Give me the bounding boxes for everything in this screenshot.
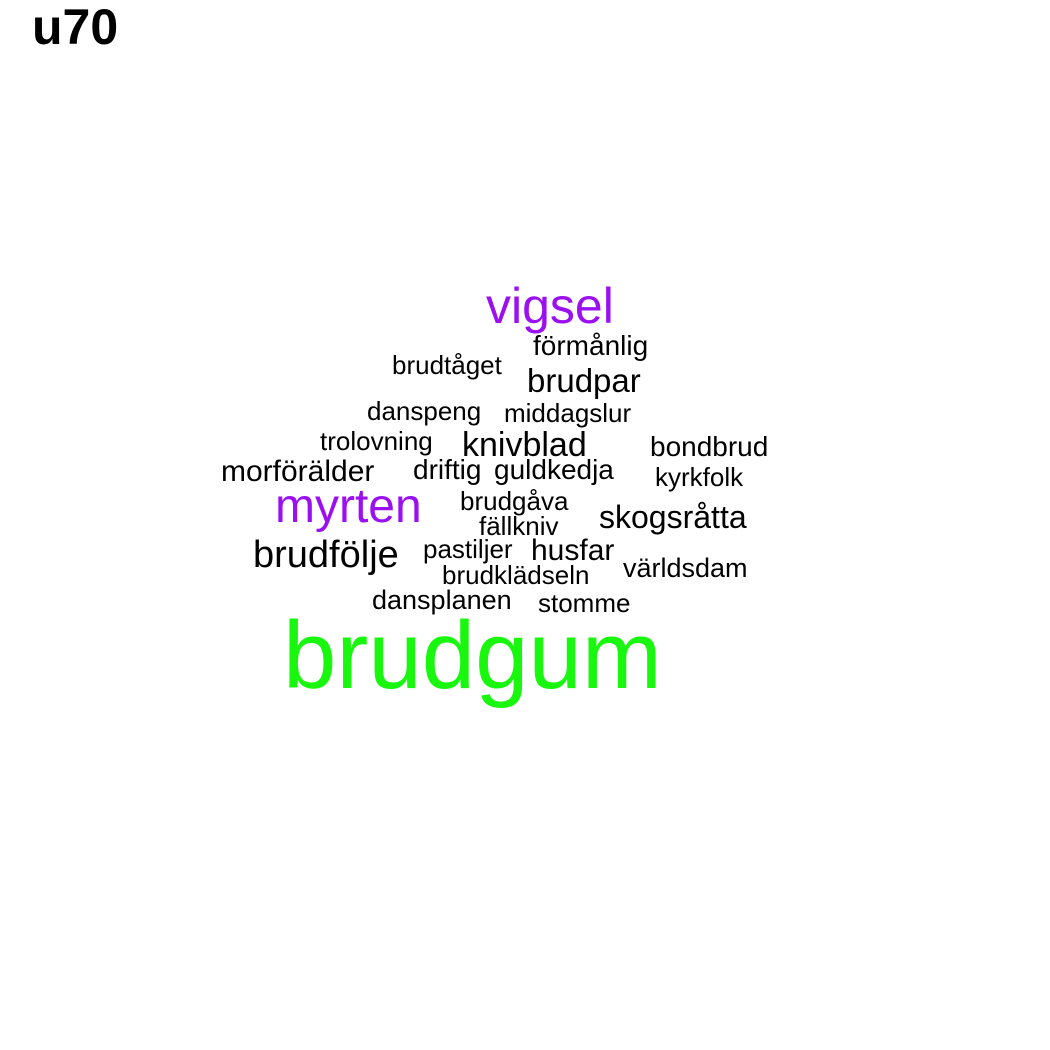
word-husfar: husfar <box>531 534 615 567</box>
word-trolovning: trolovning <box>320 426 433 456</box>
word-guldkedja: guldkedja <box>494 454 614 485</box>
word-dansplanen: dansplanen <box>372 585 512 615</box>
word-brudfolje: brudfölje <box>253 534 399 576</box>
word-bondbrud: bondbrud <box>650 431 769 462</box>
word-brudtaget: brudtåget <box>392 350 502 380</box>
page-title: u70 <box>32 0 119 55</box>
word-driftig: driftig <box>413 454 482 485</box>
word-knivblad: knivblad <box>462 426 587 464</box>
word-kyrkfolk: kyrkfolk <box>655 462 744 492</box>
word-pastiljer: pastiljer <box>423 534 513 564</box>
word-brudgava: brudgåva <box>460 486 569 516</box>
word-brudpar: brudpar <box>527 362 641 399</box>
word-vigsel: vigsel <box>486 278 614 334</box>
word-myrten: myrten <box>275 480 422 533</box>
word-stomme: stomme <box>538 588 631 618</box>
word-middagslur: middagslur <box>504 398 632 428</box>
word-skogsratta: skogsråtta <box>599 499 747 535</box>
word-brudgum: brudgum <box>283 602 662 709</box>
word-danspeng: danspeng <box>367 396 482 426</box>
word-brudkladseln: brudklädseln <box>442 560 590 590</box>
word-morforalder: morförälder <box>221 455 375 488</box>
word-varldsdam: världsdam <box>623 553 748 583</box>
word-fallkniv: fällkniv <box>479 511 559 541</box>
word-formanlig: förmånlig <box>533 330 649 361</box>
